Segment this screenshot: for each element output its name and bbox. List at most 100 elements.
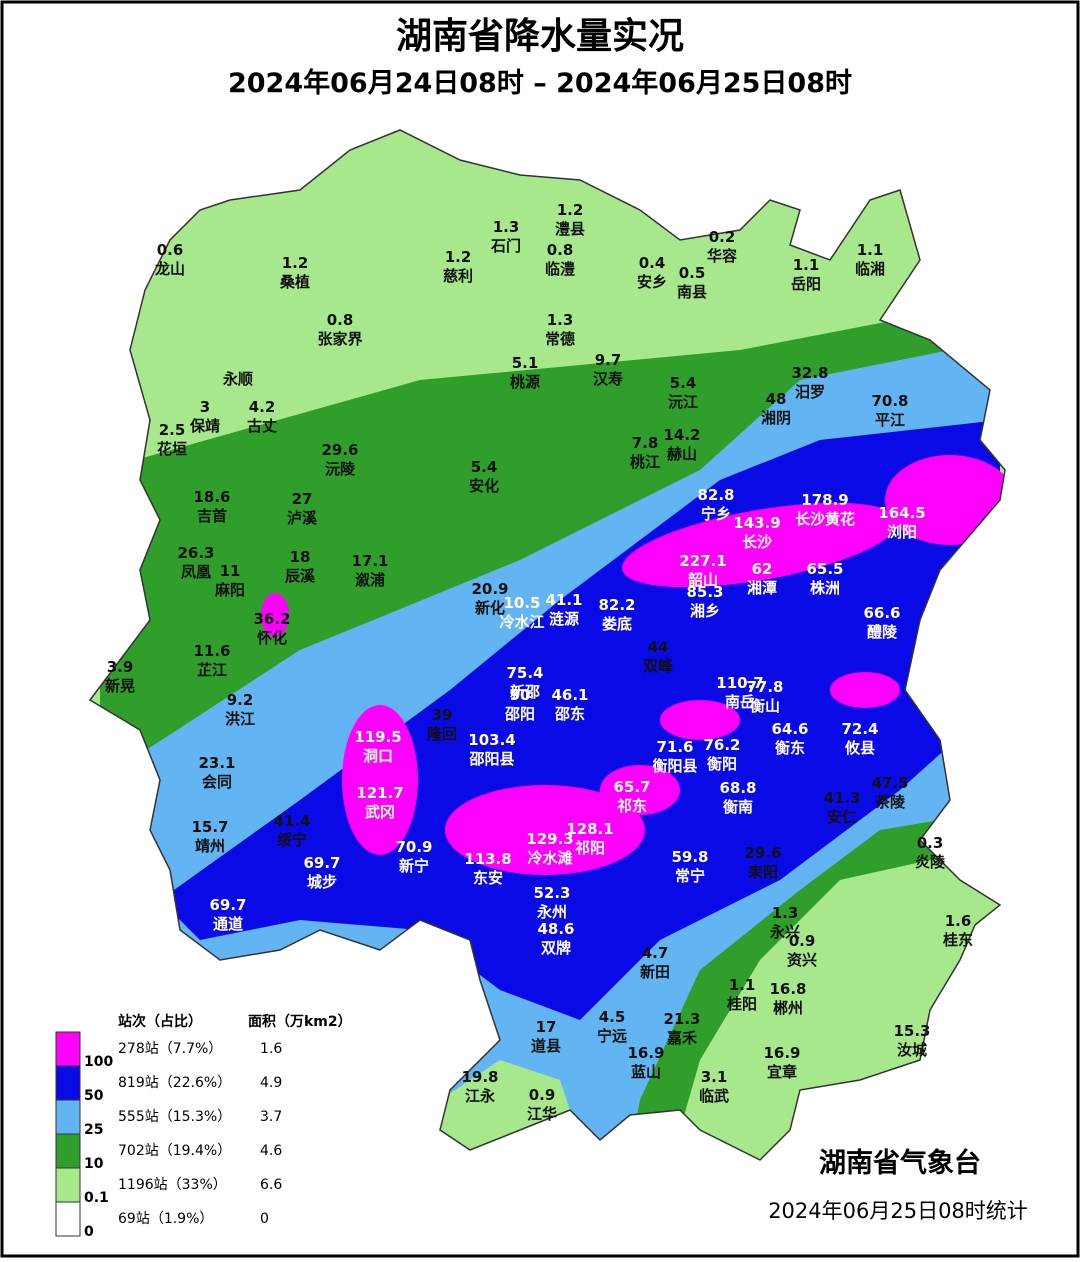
station-name: 耒阳 — [748, 863, 778, 881]
station-name: 沅江 — [668, 393, 698, 411]
station-value: 16.9 — [763, 1044, 800, 1062]
station-value: 68.8 — [719, 779, 756, 797]
station-name: 宁乡 — [701, 505, 731, 523]
station-name: 麻阳 — [214, 581, 245, 599]
station-value: 11.6 — [193, 642, 230, 660]
station-value: 47.5 — [871, 774, 908, 792]
station-value: 65.5 — [806, 560, 843, 578]
station-name: 新邵 — [510, 683, 540, 701]
station-value: 10.5 — [503, 594, 540, 612]
station-value: 0.6 — [157, 241, 184, 259]
station-value: 1.6 — [945, 912, 972, 930]
station-name: 桂阳 — [726, 995, 757, 1013]
station-name: 张家界 — [317, 330, 362, 348]
station-name: 江永 — [465, 1087, 496, 1105]
station-value: 119.5 — [354, 728, 401, 746]
station-name: 洞口 — [363, 747, 393, 765]
station-value: 1.1 — [729, 976, 756, 994]
zone — [621, 502, 899, 588]
station-value: 27 — [292, 490, 313, 508]
station-value: 227.1 — [679, 552, 726, 570]
station-value: 23.1 — [198, 754, 235, 772]
station-name: 道县 — [531, 1037, 561, 1055]
station-value: 62 — [752, 560, 773, 578]
legend-area: 4.9 — [260, 1075, 282, 1091]
station-value: 2.5 — [159, 421, 186, 439]
station-name: 南岳 — [725, 693, 755, 711]
zone — [261, 593, 289, 637]
station-name: 桂东 — [942, 931, 973, 949]
station-name: 祁阳 — [575, 839, 605, 857]
station-value: 1.2 — [282, 254, 309, 272]
station-name: 赫山 — [667, 445, 697, 463]
station-value: 3 — [200, 398, 210, 416]
station-name: 双峰 — [643, 657, 674, 675]
station-name: 洪江 — [225, 710, 255, 728]
station-value: 64.6 — [771, 720, 808, 738]
legend-threshold: 100 — [84, 1054, 113, 1070]
station-name: 泸溪 — [287, 509, 318, 527]
station-name: 常宁 — [675, 867, 705, 885]
station-name: 桃江 — [630, 453, 660, 471]
station-value: 1.2 — [445, 248, 472, 266]
station-value: 75.4 — [506, 664, 543, 682]
station-name: 南县 — [677, 283, 707, 301]
station-value: 71.6 — [656, 738, 693, 756]
legend-area: 1.6 — [260, 1041, 282, 1057]
station-name: 衡阳 — [707, 755, 737, 773]
station-value: 44 — [648, 638, 669, 656]
station-name: 辰溪 — [285, 567, 316, 585]
station-name: 新田 — [640, 963, 670, 981]
station-value: 11 — [220, 562, 241, 580]
zone — [660, 700, 740, 740]
station-name: 临武 — [699, 1087, 729, 1105]
zone — [600, 765, 680, 815]
station-name: 永州 — [536, 903, 567, 921]
legend-area: 3.7 — [260, 1109, 282, 1125]
station-name: 城步 — [307, 873, 337, 891]
station-name: 衡山 — [750, 697, 780, 715]
station-name: 古丈 — [247, 417, 277, 435]
station-name: 安乡 — [637, 273, 667, 291]
station-value: 0.9 — [529, 1086, 556, 1104]
legend-header: 站次（占比） — [118, 1013, 202, 1030]
station-value: 29.6 — [321, 441, 358, 459]
station-value: 1.2 — [557, 201, 584, 219]
station-name: 绥宁 — [277, 831, 307, 849]
stat-note: 2024年06月25日08时统计 — [768, 1199, 1028, 1223]
station-name: 宁远 — [597, 1027, 627, 1045]
station-value: 5.4 — [471, 458, 498, 476]
station-value: 48.6 — [537, 920, 574, 938]
legend-threshold: 0.1 — [84, 1190, 109, 1206]
station-value: 77.8 — [746, 678, 783, 696]
station-name: 郴州 — [773, 999, 803, 1017]
station-value: 19.8 — [461, 1068, 498, 1086]
station-name: 邵东 — [554, 705, 585, 723]
station-name: 澧县 — [555, 220, 585, 238]
station-name: 溆浦 — [355, 571, 385, 589]
station-name: 攸县 — [844, 739, 875, 757]
station-value: 128.1 — [566, 820, 613, 838]
station-name: 平江 — [875, 411, 905, 429]
station-value: 110.7 — [716, 674, 763, 692]
station-name: 涟源 — [549, 610, 579, 628]
station-name: 安化 — [469, 477, 499, 495]
station-value: 65.7 — [613, 778, 650, 796]
legend-threshold: 10 — [84, 1156, 104, 1172]
station-name: 隆回 — [427, 725, 457, 743]
station-name: 蓝山 — [631, 1063, 661, 1081]
agency: 湖南省气象台 — [819, 1147, 981, 1179]
station-value: 41.4 — [273, 812, 310, 830]
station-value: 5.1 — [512, 354, 539, 372]
station-value: 113.8 — [464, 850, 511, 868]
station-value: 17.1 — [351, 552, 388, 570]
legend-threshold: 0 — [84, 1224, 94, 1240]
station-name: 桃源 — [510, 373, 540, 391]
station-value: 103.4 — [468, 731, 515, 749]
station-name: 临湘 — [855, 260, 885, 278]
station-value: 70.8 — [871, 392, 908, 410]
station-name: 沅陵 — [325, 460, 356, 478]
station-value: 0.2 — [709, 228, 736, 246]
legend-area: 4.6 — [260, 1143, 282, 1159]
